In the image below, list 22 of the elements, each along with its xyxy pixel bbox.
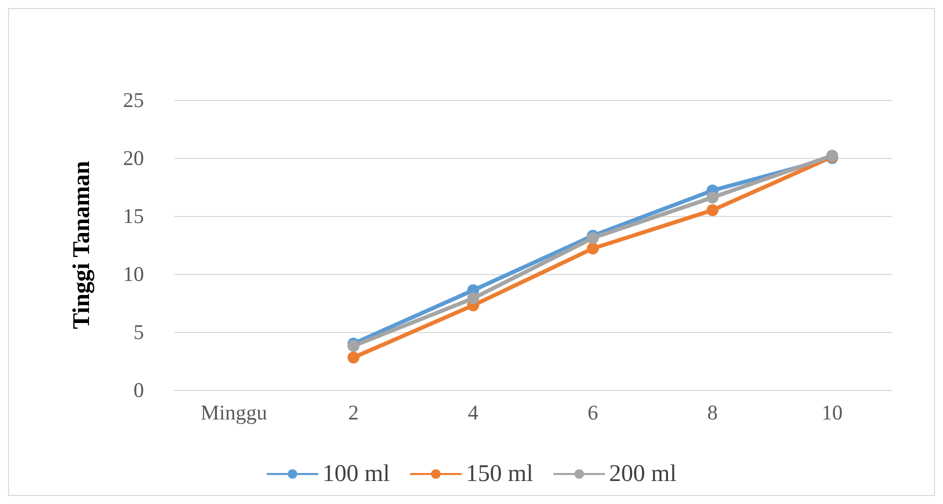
y-tick-label: 20: [123, 146, 144, 170]
point: [706, 204, 718, 216]
x-tick-label: 10: [822, 400, 843, 424]
x-tick-label: 8: [707, 400, 718, 424]
legend-label: 150 ml: [466, 461, 534, 487]
x-tick-label: 6: [588, 400, 598, 424]
y-tick-label: 5: [134, 320, 144, 344]
point: [467, 292, 480, 304]
y-axis-title: Tinggi Tanaman: [69, 160, 95, 330]
x-tick-label: 2: [348, 400, 359, 424]
point: [348, 352, 360, 364]
x-tick-label: Minggu: [200, 400, 268, 424]
y-tick-label: 0: [134, 378, 144, 402]
y-tick-label: 15: [123, 204, 144, 228]
y-tick-label: 10: [123, 262, 144, 286]
legend-label: 100 ml: [322, 461, 390, 487]
x-tick-label: 4: [468, 400, 479, 424]
legend-label: 200 ml: [609, 461, 677, 487]
y-tick-label: 25: [123, 88, 144, 112]
point: [586, 242, 599, 254]
point: [706, 191, 718, 204]
point: [586, 232, 599, 244]
